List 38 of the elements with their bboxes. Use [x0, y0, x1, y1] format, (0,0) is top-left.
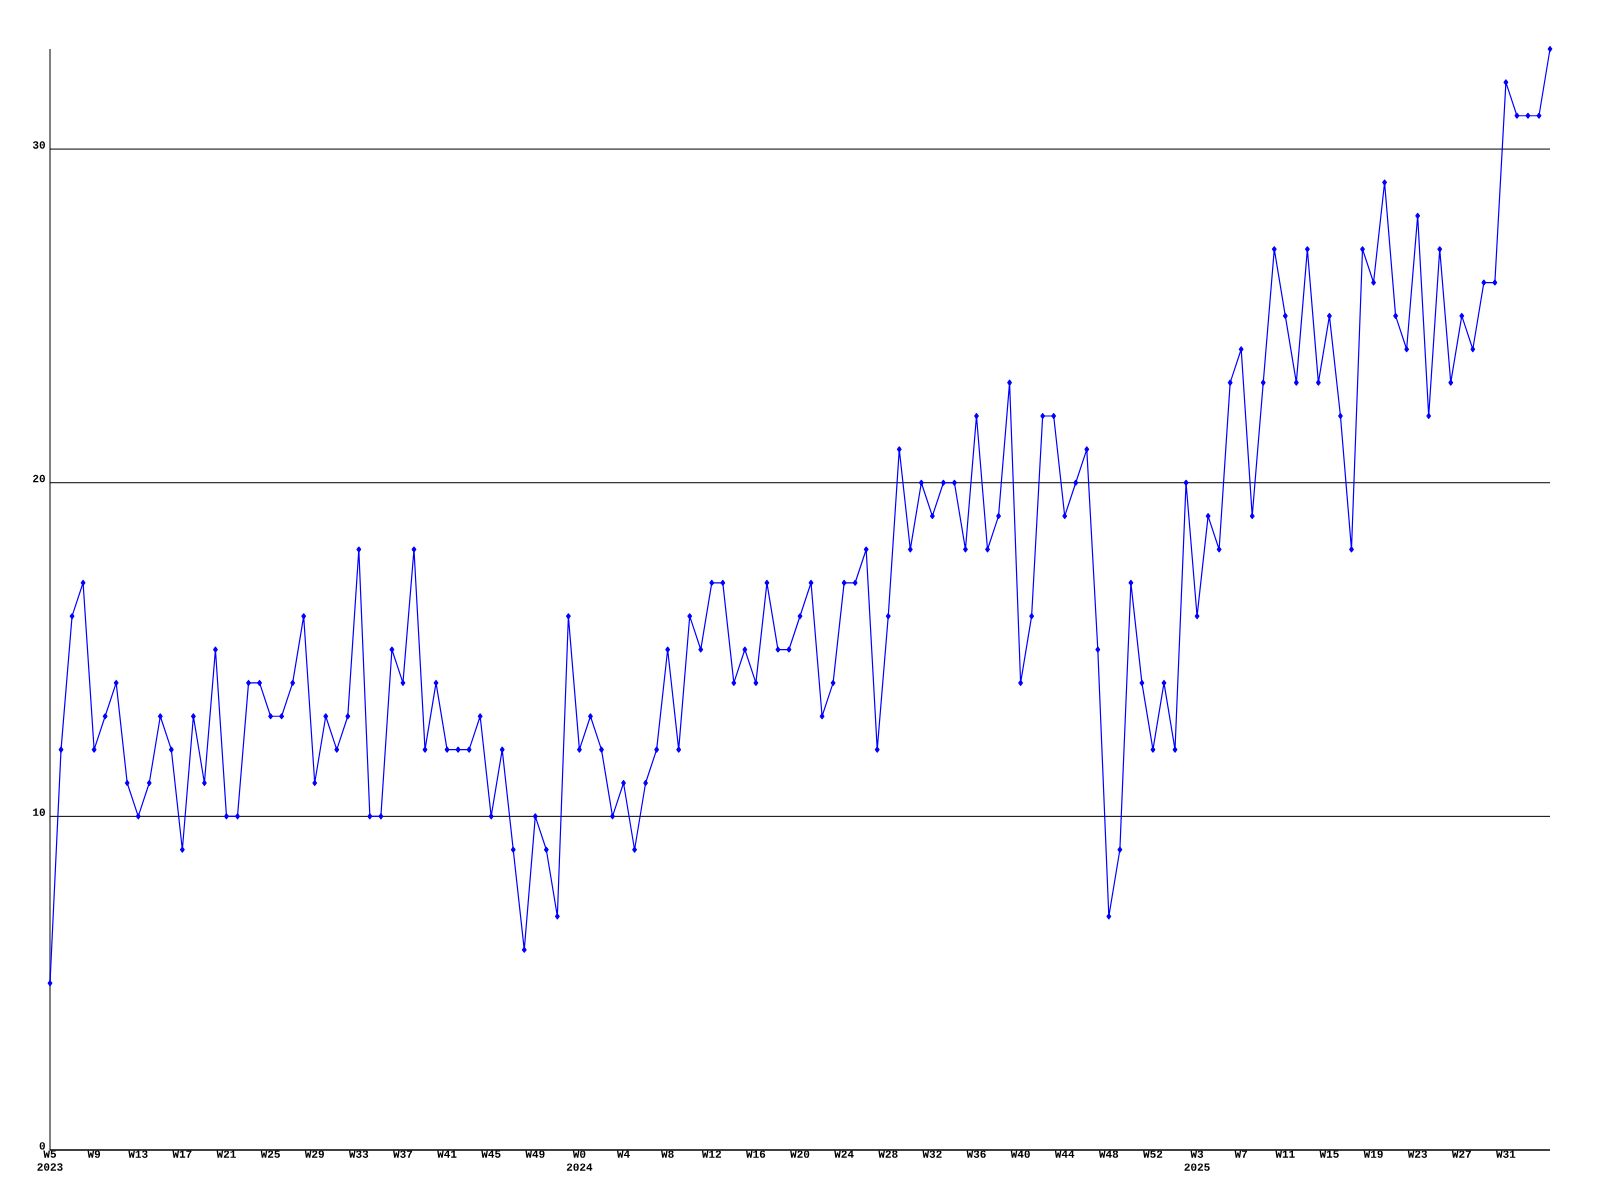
x-tick-label: W7	[1234, 1150, 1248, 1158]
x-tick-label: W3 2025	[1184, 1150, 1210, 1171]
x-tick-label: W48	[1098, 1150, 1119, 1158]
x-tick-label: W31	[1496, 1150, 1516, 1158]
x-tick-label: W19	[1363, 1150, 1383, 1158]
x-tick-label: W40	[1010, 1150, 1030, 1158]
y-tick-label: 0	[39, 1142, 45, 1150]
x-tick-label: W20	[790, 1150, 810, 1158]
x-tick-label: W41	[437, 1150, 457, 1158]
x-tick-label: W24	[834, 1150, 854, 1158]
x-tick-label: W21	[216, 1150, 236, 1158]
x-tick-label: W49	[525, 1150, 545, 1158]
x-tick-label: W23	[1407, 1150, 1427, 1158]
y-tick-label: 20	[33, 474, 45, 483]
x-tick-label: W27	[1451, 1150, 1471, 1158]
x-tick-label: W28	[878, 1150, 898, 1158]
y-tick-label: 30	[32, 141, 45, 149]
x-tick-label: W37	[393, 1150, 413, 1158]
x-tick-label: W9	[87, 1150, 101, 1158]
x-tick-label: W16	[745, 1150, 766, 1158]
x-tick-label: W32	[922, 1150, 942, 1158]
x-tick-label: W36	[966, 1150, 986, 1158]
x-tick-label: W29	[304, 1150, 324, 1158]
x-tick-label: W11	[1275, 1150, 1295, 1158]
x-tick-label: W8	[661, 1150, 674, 1158]
x-tick-label: W13	[128, 1150, 148, 1158]
x-tick-label: W17	[172, 1150, 192, 1158]
x-tick-label: W4	[616, 1150, 630, 1158]
x-tick-label: W0 2024	[566, 1150, 593, 1171]
x-tick-label: W33	[348, 1150, 369, 1158]
x-tick-label: W5 2023	[37, 1150, 63, 1171]
x-tick-label: W25	[260, 1150, 280, 1158]
x-tick-label: W44	[1054, 1150, 1075, 1158]
x-tick-label: W45	[481, 1150, 501, 1158]
x-tick-label: W12	[701, 1150, 722, 1158]
y-tick-label: 10	[33, 808, 45, 816]
x-tick-label: W15	[1319, 1150, 1339, 1158]
x-tick-label: W52	[1143, 1150, 1163, 1158]
